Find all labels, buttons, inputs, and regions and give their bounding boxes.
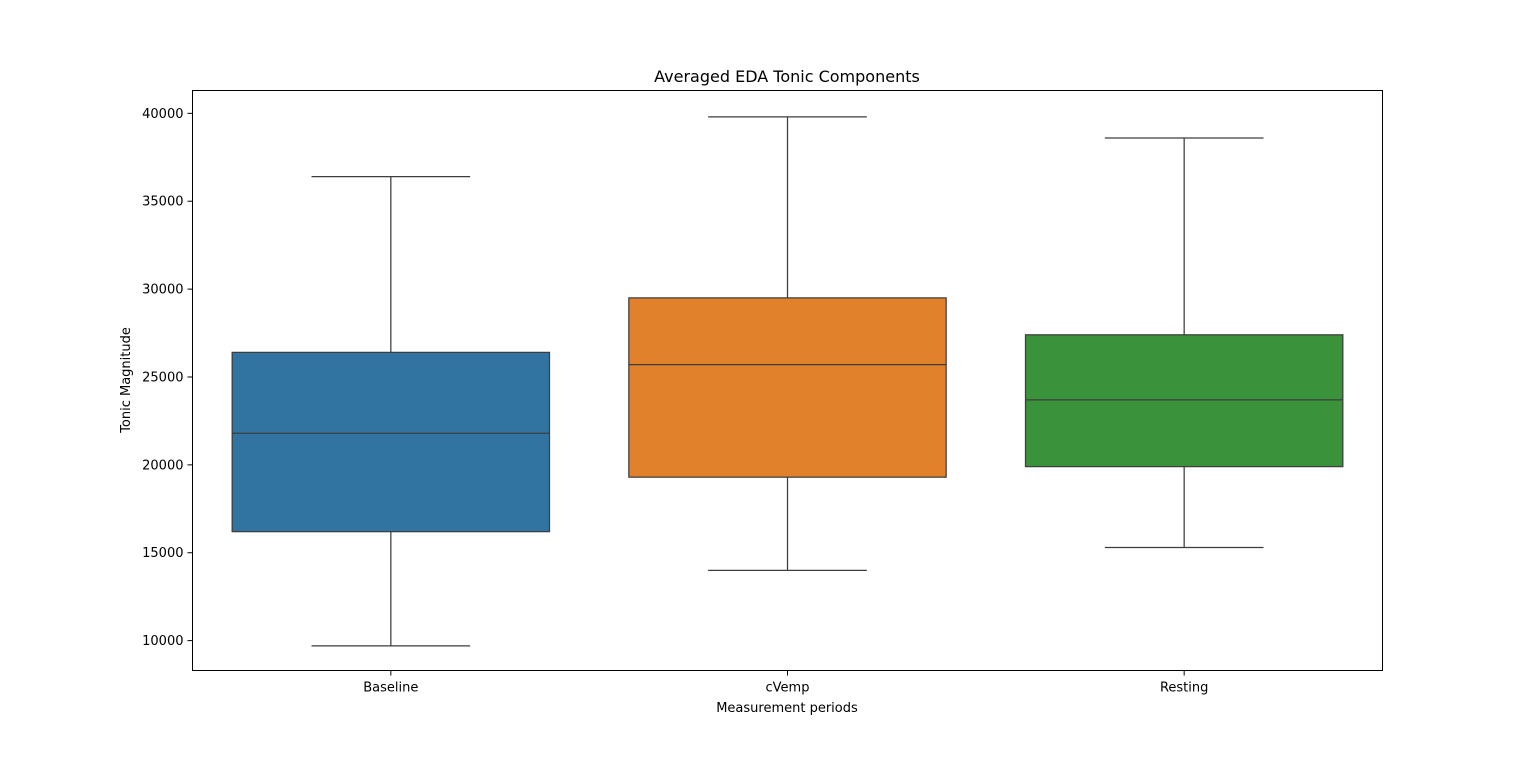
x-tick-label: cVemp [766, 681, 810, 696]
y-tick-label: 40000 [142, 107, 183, 122]
boxes-layer [231, 116, 1344, 647]
plot-frame [192, 90, 1383, 671]
x-tick-label: Resting [1160, 681, 1208, 696]
x-axis-label: Measurement periods [716, 701, 858, 716]
box-group-baseline [231, 175, 551, 647]
y-tick-label: 30000 [142, 283, 183, 298]
box-body [231, 351, 551, 533]
y-axis: 10000 15000 20000 25000 30000 35000 40000 [142, 107, 193, 649]
box-body [1024, 334, 1344, 468]
y-axis-label: Tonic Magnitude [119, 327, 134, 434]
box-body [628, 297, 947, 478]
chart-title: Averaged EDA Tonic Components [654, 67, 920, 86]
y-tick-label: 10000 [142, 634, 183, 649]
y-tick-label: 20000 [142, 458, 183, 473]
x-tick-label: Baseline [363, 681, 418, 696]
x-axis: Baseline cVemp Resting [363, 670, 1208, 696]
y-tick-label: 35000 [142, 195, 183, 210]
y-tick-label: 25000 [142, 370, 183, 385]
box-group-resting [1024, 137, 1344, 549]
box-group-cvemp [628, 116, 947, 571]
y-tick-label: 15000 [142, 546, 183, 561]
